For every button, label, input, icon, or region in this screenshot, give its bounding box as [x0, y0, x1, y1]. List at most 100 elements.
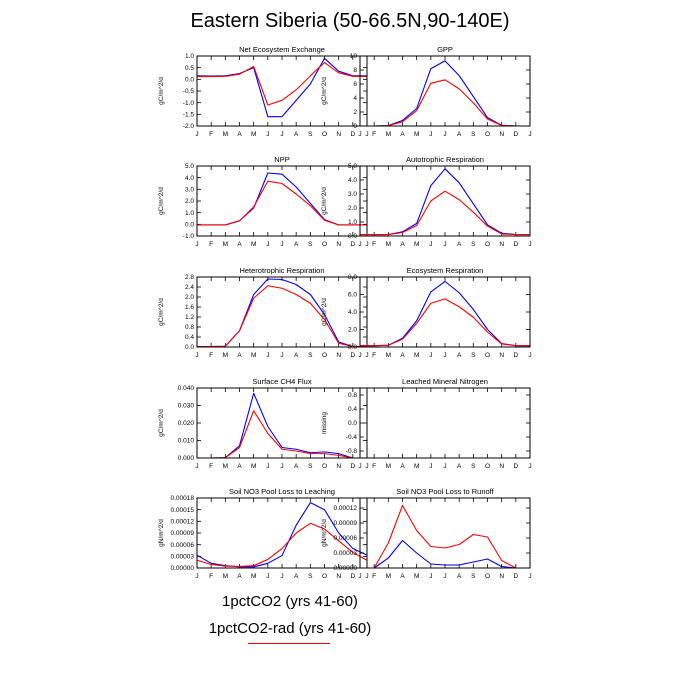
series-line-1pctco2-rad — [197, 180, 367, 226]
x-tick-label: A — [237, 573, 242, 580]
x-tick-label: J — [280, 352, 283, 359]
x-tick-label: D — [350, 131, 355, 138]
x-tick-label: J — [528, 131, 531, 138]
y-axis-label: gC/m^2/d — [321, 298, 328, 326]
panel-5: Ecosystem Respiration gC/m^2/d 0.0 2.0 4.0 6.… — [321, 266, 532, 359]
x-tick-label: N — [499, 131, 504, 138]
plot-frame — [196, 276, 368, 348]
y-tick-label: -1.0 — [183, 233, 195, 240]
x-tick-label: N — [336, 463, 341, 470]
x-tick-label: N — [336, 131, 341, 138]
y-tick-label: 2.0 — [185, 294, 194, 301]
x-tick-label: J — [429, 463, 432, 470]
y-tick-label: 1.0 — [348, 219, 357, 226]
y-tick-label: 0.4 — [185, 334, 194, 341]
y-tick-label: 2.0 — [348, 205, 357, 212]
x-tick-label: J — [528, 463, 531, 470]
x-tick-label: J — [195, 131, 198, 138]
panel-title: Ecosystem Respiration — [407, 266, 484, 275]
x-tick-label: J — [429, 241, 432, 248]
x-tick-label: D — [350, 241, 355, 248]
x-tick-label: A — [400, 131, 405, 138]
plot-frame — [359, 276, 531, 348]
x-tick-label: D — [513, 573, 518, 580]
x-tick-label: M — [414, 573, 419, 580]
x-tick-label: A — [457, 573, 462, 580]
y-tick-label: 1.2 — [185, 314, 194, 321]
y-tick-label: 0.00015 — [171, 507, 195, 514]
series-line-1pctco2 — [197, 172, 367, 226]
x-tick-label: S — [471, 463, 476, 470]
x-tick-label: J — [280, 241, 283, 248]
x-tick-label: M — [414, 463, 419, 470]
x-tick-label: J — [266, 573, 269, 580]
series-line-1pctco2-rad — [360, 190, 530, 236]
series-line-1pctco2 — [360, 168, 530, 236]
x-tick-label: N — [499, 352, 504, 359]
x-tick-label: F — [209, 241, 213, 248]
y-tick-label: 0.8 — [348, 392, 357, 399]
x-tick-label: J — [266, 131, 269, 138]
x-tick-label: F — [209, 463, 213, 470]
x-tick-label: O — [485, 352, 490, 359]
y-tick-label: 0.00009 — [334, 520, 358, 527]
y-tick-label: 2.4 — [185, 284, 194, 291]
x-tick-label: J — [365, 131, 368, 138]
y-tick-label: 1.0 — [185, 53, 194, 60]
x-tick-label: D — [513, 352, 518, 359]
panel-3: Autotrophic Respiration gC/m^2/d 0.0 1.0 2.0… — [321, 155, 532, 248]
y-axis-label: gC/m^2/d — [158, 77, 165, 105]
x-tick-label: J — [443, 131, 446, 138]
x-tick-label: M — [223, 131, 228, 138]
panel-title: Leached Mineral Nitrogen — [402, 377, 488, 386]
x-tick-label: M — [414, 352, 419, 359]
x-tick-label: A — [457, 463, 462, 470]
x-tick-label: O — [322, 241, 327, 248]
series-line-1pctco2 — [360, 60, 530, 127]
x-tick-label: F — [372, 352, 376, 359]
plot-frame — [359, 497, 531, 569]
y-tick-label: 0.00000 — [171, 565, 195, 572]
legend-label-1pctco2: 1pctCO2 (yrs 41-60) — [222, 593, 358, 610]
x-tick-label: O — [485, 573, 490, 580]
x-tick-label: F — [209, 352, 213, 359]
panel-7: Leached Mineral Nitrogen missing -0.8 -0.4 0… — [321, 377, 532, 470]
x-tick-label: A — [457, 131, 462, 138]
panel-title: Heterotrophic Respiration — [239, 266, 324, 275]
y-tick-label: 1.6 — [185, 304, 194, 311]
x-tick-label: A — [294, 241, 299, 248]
y-axis-label: gC/m^2/d — [158, 187, 165, 215]
y-tick-label: 6.0 — [348, 292, 357, 299]
x-tick-label: J — [266, 463, 269, 470]
x-tick-label: N — [499, 463, 504, 470]
y-tick-label: 4 — [353, 95, 357, 102]
y-axis-label: gC/m^2/d — [158, 298, 165, 326]
x-tick-label: J — [443, 573, 446, 580]
y-tick-label: 3.0 — [348, 191, 357, 198]
y-tick-label: 0.00012 — [334, 505, 358, 512]
x-tick-label: M — [223, 352, 228, 359]
x-tick-label: A — [457, 241, 462, 248]
x-tick-label: J — [358, 463, 361, 470]
y-tick-label: 2 — [353, 109, 357, 116]
legend-label-1pctco2-rad: 1pctCO2-rad (yrs 41-60) — [208, 620, 372, 637]
y-tick-label: 1.0 — [185, 210, 194, 217]
x-tick-label: A — [294, 131, 299, 138]
x-tick-label: O — [322, 463, 327, 470]
y-tick-label: 0.0 — [348, 344, 357, 351]
x-tick-label: D — [513, 131, 518, 138]
x-tick-label: S — [308, 241, 313, 248]
x-tick-label: F — [372, 463, 376, 470]
x-tick-label: M — [386, 352, 391, 359]
x-tick-label: M — [251, 241, 256, 248]
x-tick-label: J — [443, 352, 446, 359]
x-tick-label: O — [322, 131, 327, 138]
y-tick-label: 4.0 — [185, 175, 194, 182]
x-tick-label: J — [443, 463, 446, 470]
x-tick-label: J — [429, 352, 432, 359]
x-tick-label: M — [414, 241, 419, 248]
y-tick-label: 0.8 — [185, 324, 194, 331]
x-tick-label: J — [429, 573, 432, 580]
x-tick-label: J — [280, 131, 283, 138]
y-tick-label: 0.0 — [348, 233, 357, 240]
